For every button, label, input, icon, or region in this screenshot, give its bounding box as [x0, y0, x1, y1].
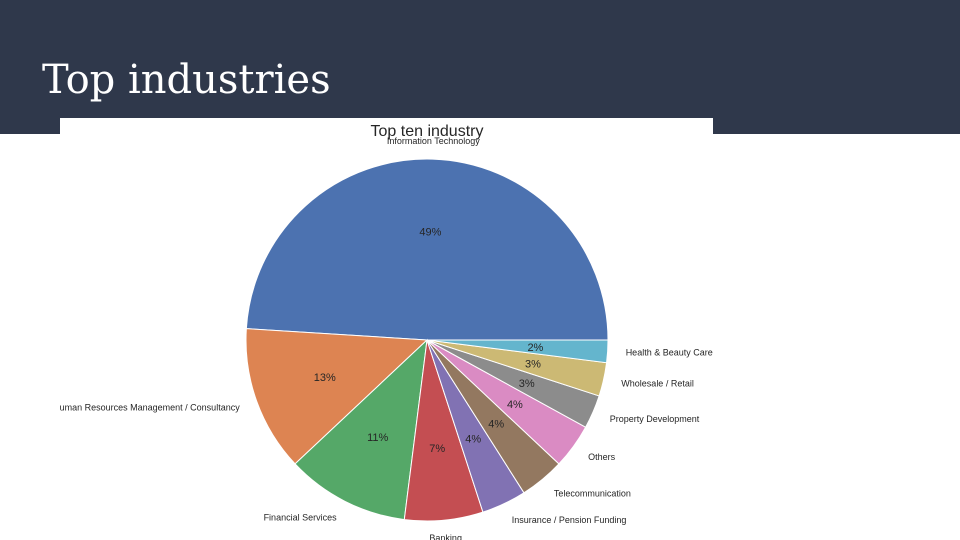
slide-title: Top industries	[42, 57, 331, 103]
pie-category-label: Insurance / Pension Funding	[512, 515, 627, 525]
pie-category-label: Others	[588, 452, 616, 462]
chart-title: Top ten industry	[371, 123, 484, 140]
pie-category-label: Property Development	[610, 414, 700, 424]
pie-pct-label: 3%	[519, 378, 535, 390]
pie-pct-label: 13%	[314, 372, 336, 384]
pie-labels: 49% Information Technology 13% Human Resour…	[60, 136, 713, 540]
pie-category-label: Health & Beauty Care	[626, 348, 713, 358]
header-band	[0, 0, 960, 134]
pie-slice-financial-services	[294, 338, 428, 521]
pie-pct-label: 2%	[527, 342, 543, 354]
pie-category-label: Financial Services	[264, 512, 338, 522]
pie-pct-label: 4%	[488, 419, 504, 431]
pie-pct-label: 7%	[429, 443, 445, 455]
pie-pct-label: 11%	[367, 432, 388, 444]
pie-slice-information-technology	[245, 158, 609, 341]
pie-category-label: Banking	[429, 533, 462, 540]
pie-slice-human-resources-management-consultancy	[245, 328, 429, 465]
pie-chart-panel: Top ten industry 49% Information Technolo…	[60, 118, 713, 540]
pie-slices	[245, 158, 609, 522]
pie-chart: Top ten industry 49% Information Technolo…	[60, 123, 713, 540]
pie-pct-label: 4%	[507, 399, 523, 411]
pie-pct-label: 3%	[525, 359, 541, 371]
pie-category-label: Human Resources Management / Consultancy	[60, 402, 240, 412]
pie-category-label: Information Technology	[387, 136, 480, 146]
pie-slice-health-beauty-care	[426, 339, 609, 364]
pie-category-label: Telecommunication	[554, 488, 631, 498]
pie-category-label: Wholesale / Retail	[621, 378, 694, 388]
pie-pct-label: 49%	[419, 227, 441, 239]
pie-pct-label: 4%	[465, 433, 481, 445]
